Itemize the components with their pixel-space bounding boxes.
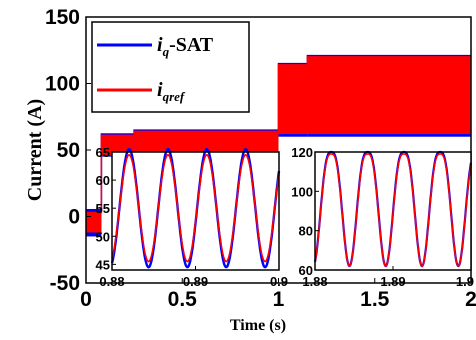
main-x-tick-label-1: 0.5: [168, 288, 198, 311]
inset-right: 1.88 1.89 1.9 60 80 100 120: [291, 145, 474, 289]
inset-left-x-ticks: 0.88 0.89 0.9: [99, 266, 288, 289]
legend-entry-i-qref: iqref: [157, 79, 186, 104]
inset-right-series-1: [314, 153, 472, 268]
x-axis-label: Time (s): [230, 317, 286, 334]
legend-entry-i-q-sat: iq-SAT: [157, 34, 214, 59]
main-x-tick-label-0: 0: [80, 288, 92, 311]
main-series-group: [86, 54, 471, 237]
main-series-1-band-4: [307, 56, 471, 135]
inset-right-y-tick-label-1: 80: [299, 224, 313, 239]
inset-left-y-tick-label-1: 50: [96, 229, 110, 244]
inset-right-x-tick-label-0: 1.88: [302, 274, 327, 289]
main-x-ticks: 0 0.5 1 1.5 2: [80, 278, 476, 311]
main-y-tick-label-1: 0: [68, 206, 80, 229]
inset-left: 0.88 0.89 0.9 45 50 55 60 65: [96, 145, 289, 289]
inset-left-y-tick-label-2: 55: [96, 201, 110, 216]
inset-right-y-ticks: 60 80 100 120: [291, 145, 319, 278]
main-x-tick-label-3: 1.5: [360, 288, 390, 311]
inset-left-x-tick-label-1: 0.89: [183, 274, 208, 289]
inset-left-x-tick-label-2: 0.9: [270, 274, 288, 289]
inset-left-x-tick-label-0: 0.88: [99, 274, 124, 289]
inset-right-x-tick-label-2: 1.9: [456, 274, 474, 289]
main-series-1-band-1: [101, 135, 135, 156]
inset-right-x-ticks: 1.88 1.89 1.9: [302, 266, 474, 289]
inset-left-series-1: [111, 153, 280, 263]
main-y-tick-label-3: 100: [45, 73, 80, 96]
inset-left-series-group: [110, 147, 281, 269]
legend-box: [91, 21, 250, 113]
legend: iq-SAT iqref: [91, 21, 250, 113]
main-y-tick-label-2: 50: [57, 139, 80, 162]
y-axis-label: Current (A): [24, 99, 46, 201]
main-y-tick-label-0: -50: [50, 272, 80, 295]
main-series-1-band-2: [134, 131, 279, 156]
inset-right-y-tick-label-3: 120: [291, 145, 313, 160]
inset-right-x-tick-label-1: 1.89: [380, 274, 405, 289]
inset-right-y-tick-label-0: 60: [299, 263, 313, 278]
main-x-tick-label-4: 2: [465, 288, 476, 311]
inset-left-y-tick-label-4: 65: [96, 145, 110, 160]
inset-left-y-tick-label-0: 45: [96, 257, 110, 272]
inset-left-y-tick-label-3: 60: [96, 173, 110, 188]
main-x-tick-label-2: 1: [273, 288, 285, 311]
main-y-tick-label-4: 150: [45, 6, 80, 29]
inset-right-y-tick-label-2: 100: [291, 184, 313, 199]
main-series-1-envelope: [86, 56, 471, 214]
main-series-1-band-0: [86, 212, 102, 233]
inset-left-y-ticks: 45 50 55 60 65: [96, 145, 116, 272]
inset-left-background: [112, 152, 279, 270]
inset-right-series-group: [313, 150, 473, 268]
main-series-1-band-3: [278, 64, 308, 135]
main-y-ticks: -50 0 50 100 150: [45, 6, 91, 295]
